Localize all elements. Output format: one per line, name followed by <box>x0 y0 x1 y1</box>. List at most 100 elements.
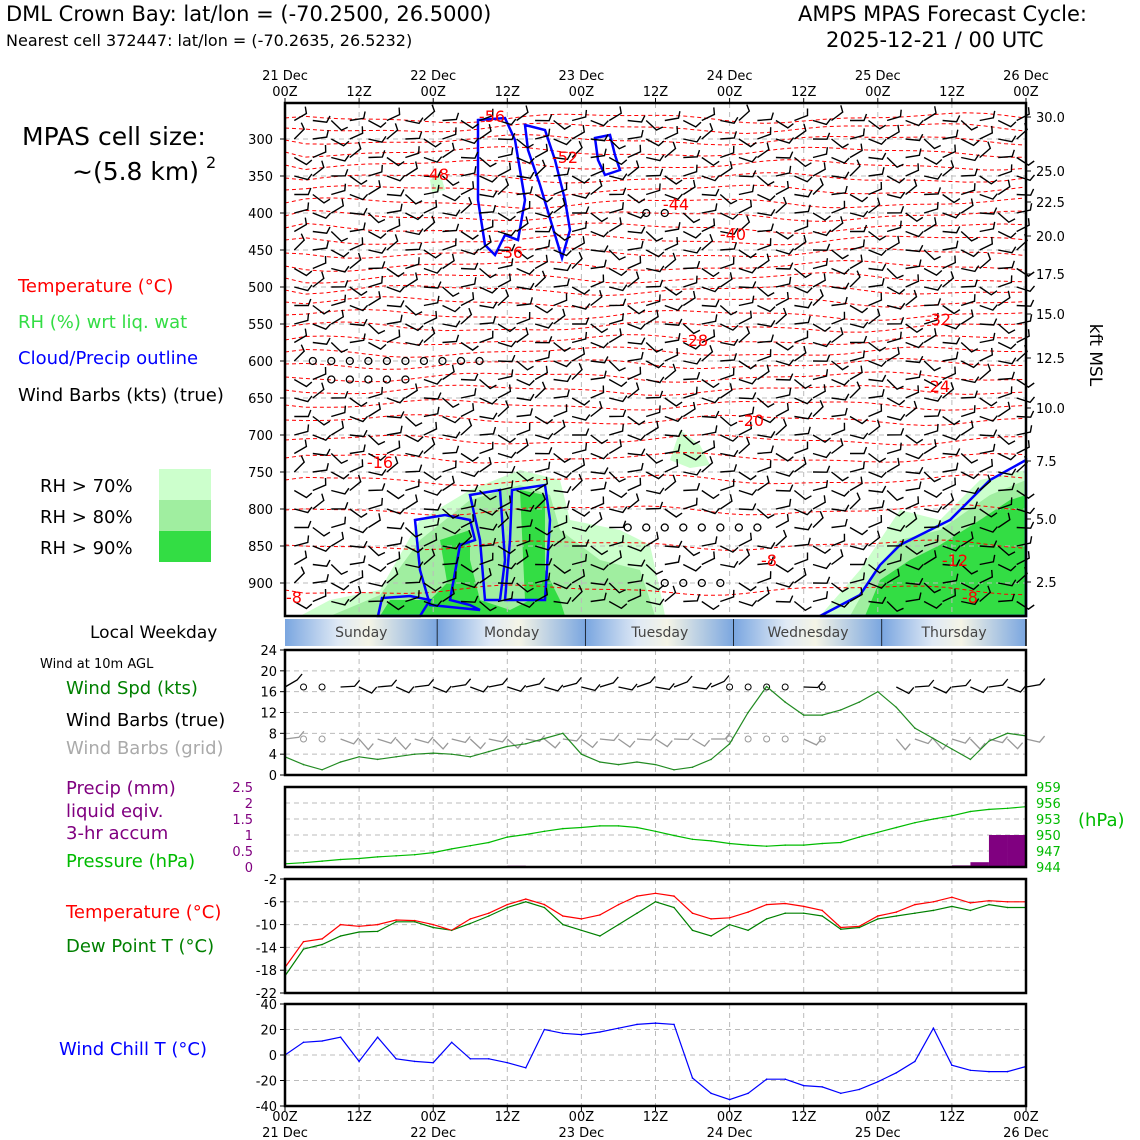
windchill-point-2 <box>321 1040 323 1042</box>
wind10m-grid-barb-35 <box>932 738 949 751</box>
windchill-panel-ytick-label-1: -20 <box>256 1075 277 1090</box>
kft-tick-label-10: 2.5 <box>1036 576 1057 591</box>
pressure-tick-label-12: 900 <box>248 577 273 592</box>
wind-barb-152 <box>886 175 906 184</box>
wind-barb-485 <box>386 329 401 344</box>
wind-barb-738 <box>627 448 646 456</box>
wind-barb-784 <box>738 471 757 481</box>
dewpoint-point-13 <box>525 901 527 903</box>
wind-barb-305 <box>757 238 772 251</box>
wind-barb-124 <box>368 164 383 177</box>
wind-speed-point-4 <box>358 756 360 758</box>
wind-barb-988 <box>812 562 832 570</box>
wind-barb-406 <box>404 304 423 316</box>
wind-barb-1049 <box>460 595 479 603</box>
wind-barb-682 <box>330 420 345 436</box>
wind-barb-946 <box>775 529 788 547</box>
wind-barb-721 <box>312 448 331 456</box>
wind-barb-60 <box>664 126 679 140</box>
wind-barb-991 <box>868 563 887 574</box>
temperature-point-1 <box>302 940 305 943</box>
temperature-point-20 <box>654 892 657 895</box>
wind-barb-381 <box>683 275 698 288</box>
windchill-point-26 <box>765 1078 768 1080</box>
pressure-ytick-label-2: 950 <box>1036 829 1061 844</box>
wind-barb-1007 <box>423 582 442 592</box>
wind-barb-392 <box>886 286 906 295</box>
wind-barb-202 <box>330 198 345 214</box>
wind-barb-74 <box>923 138 942 150</box>
wind-barb-927 <box>423 532 438 547</box>
wind-barb-876 <box>961 501 978 510</box>
temperature-point-32 <box>877 915 879 917</box>
wind-barb-540 <box>664 348 679 362</box>
temperature-label-9: -20 <box>738 411 764 430</box>
temperature-contour-3 <box>284 146 1026 158</box>
wind-barb-758 <box>997 452 1017 461</box>
wind-speed-point-22 <box>691 766 694 768</box>
wind-barb-1045 <box>386 600 405 611</box>
wind10m-grid-barb-20 <box>655 738 673 748</box>
wind-barb-644 <box>368 402 381 418</box>
rh-legend-label-1: RH > 80% <box>40 507 133 528</box>
dewpoint-point-17 <box>599 935 601 937</box>
wind-barb-145 <box>756 175 775 186</box>
temperature-contour-14 <box>284 284 1026 297</box>
wind-barb-161 <box>312 193 331 204</box>
wind-barb-643 <box>349 415 369 423</box>
temperature-point-35 <box>932 901 935 903</box>
wind-barb-1011 <box>497 576 516 585</box>
wind-barb-132 <box>516 171 535 179</box>
wind-barb-0 <box>293 106 308 122</box>
wind-barb-275 <box>942 226 961 234</box>
wind-barb-649 <box>460 403 475 418</box>
wind-barb-872 <box>886 508 906 517</box>
wind-speed-point-32 <box>877 690 879 693</box>
wind-barb-1077 <box>979 585 992 603</box>
wind10m-barb-16 <box>581 683 601 692</box>
wind-barb-65 <box>757 127 772 140</box>
wind-barb-617 <box>609 395 628 403</box>
wind-barb-558 <box>998 357 1017 365</box>
wind-barb-683 <box>349 429 368 438</box>
pressure-ytick-label-0: 944 <box>1036 861 1061 876</box>
dewpoint-point-5 <box>376 930 379 933</box>
windchill-point-16 <box>580 1033 583 1036</box>
wind-barb-506 <box>775 341 794 351</box>
wind-barb-1032 <box>886 568 900 584</box>
wind-barb-656 <box>590 400 603 418</box>
wind-speed-point-7 <box>413 753 416 755</box>
wind-barb-544 <box>738 360 757 370</box>
wind-barb-996 <box>960 563 979 575</box>
wind-barb-183 <box>719 193 738 205</box>
pressure-point-32 <box>877 831 879 834</box>
wind-barb-911 <box>868 514 883 529</box>
wind-barb-420 <box>664 304 684 312</box>
wind-barb-260 <box>664 222 681 233</box>
pressure-point-31 <box>858 836 861 838</box>
wind-barb-897 <box>609 520 627 529</box>
temperature-point-27 <box>784 902 786 905</box>
temperature-contour-20 <box>284 357 1026 370</box>
wind10m-barb-40 <box>1025 678 1046 688</box>
windchill-point-31 <box>858 1088 861 1091</box>
temperature-point-13 <box>525 898 527 900</box>
wind-barb-977 <box>608 550 622 566</box>
wind-barb-918 <box>997 512 1011 529</box>
wind-barb-7 <box>423 104 436 122</box>
wind-barb-404 <box>368 291 381 307</box>
cross-section-legend-0: Temperature (°C) <box>17 276 173 297</box>
wind-barb-330 <box>479 267 497 279</box>
dewpoint-point-36 <box>951 905 953 908</box>
wind-barb-1012 <box>516 582 534 593</box>
windchill-point-23 <box>710 1092 712 1095</box>
wind-barb-963 <box>349 555 366 566</box>
wind-barb-168 <box>442 193 461 202</box>
pressure-point-3 <box>339 858 342 861</box>
wind-barb-322 <box>331 265 350 273</box>
wind-barb-154 <box>923 173 943 180</box>
wind-barb-100 <box>664 141 677 159</box>
wind-barb-718 <box>997 434 1016 446</box>
wind-barb-93 <box>534 143 549 159</box>
wind-barb-1070 <box>849 587 863 603</box>
